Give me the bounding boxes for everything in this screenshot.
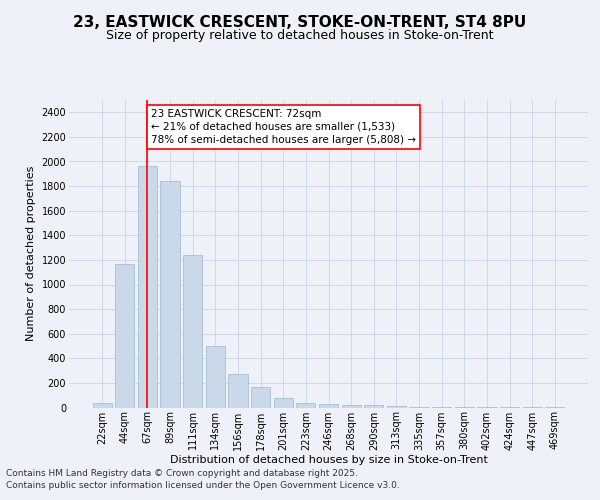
Text: Contains HM Land Registry data © Crown copyright and database right 2025.: Contains HM Land Registry data © Crown c… xyxy=(6,470,358,478)
Bar xyxy=(138,166,157,408)
Y-axis label: Number of detached properties: Number of detached properties xyxy=(26,166,36,342)
Text: Contains public sector information licensed under the Open Government Licence v3: Contains public sector information licen… xyxy=(6,482,400,490)
Bar xyxy=(432,407,451,408)
Bar xyxy=(274,398,293,407)
Text: 23, EASTWICK CRESCENT, STOKE-ON-TRENT, ST4 8PU: 23, EASTWICK CRESCENT, STOKE-ON-TRENT, S… xyxy=(73,15,527,30)
Bar xyxy=(206,346,225,408)
Bar xyxy=(319,404,338,407)
Bar xyxy=(251,386,270,407)
Bar xyxy=(296,402,316,407)
Bar xyxy=(364,405,383,407)
X-axis label: Distribution of detached houses by size in Stoke-on-Trent: Distribution of detached houses by size … xyxy=(170,455,487,465)
Bar xyxy=(409,407,428,408)
Bar xyxy=(92,402,112,407)
Bar xyxy=(387,406,406,407)
Bar xyxy=(160,181,180,408)
Text: Size of property relative to detached houses in Stoke-on-Trent: Size of property relative to detached ho… xyxy=(106,30,494,43)
Bar xyxy=(229,374,248,408)
Text: 23 EASTWICK CRESCENT: 72sqm
← 21% of detached houses are smaller (1,533)
78% of : 23 EASTWICK CRESCENT: 72sqm ← 21% of det… xyxy=(151,108,416,145)
Bar xyxy=(183,255,202,408)
Bar xyxy=(115,264,134,408)
Bar xyxy=(341,405,361,407)
